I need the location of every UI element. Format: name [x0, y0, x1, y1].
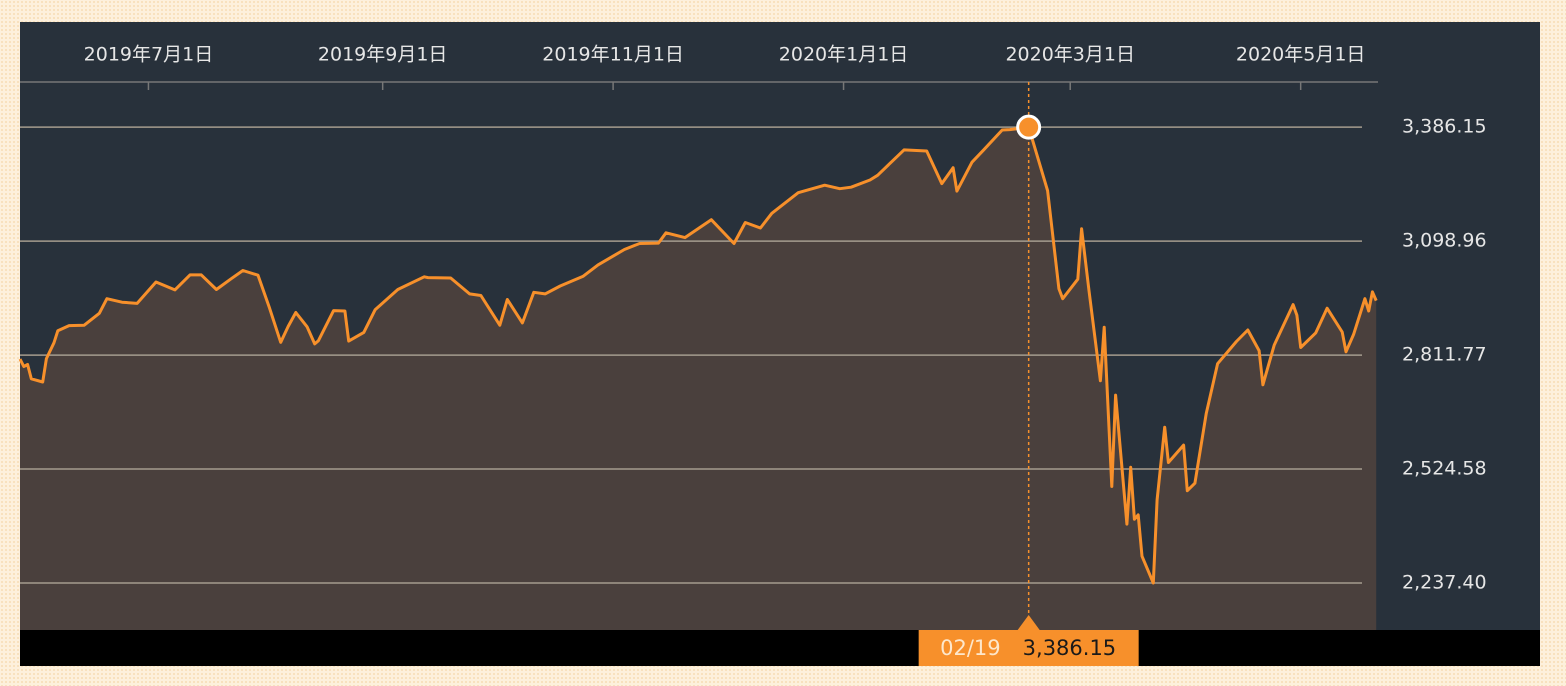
x-tick-label: 2019年9月1日 — [318, 44, 448, 66]
x-tick-label: 2020年3月1日 — [1005, 44, 1135, 66]
y-tick-label: 3,386.15 — [1402, 116, 1487, 138]
x-tick-label: 2019年7月1日 — [84, 44, 214, 66]
line — [18, 125, 1378, 585]
tooltip-pointer — [1017, 615, 1040, 630]
y-tick-label: 2,524.58 — [1402, 458, 1487, 480]
tooltip-date: 02/19 — [940, 636, 1001, 660]
highlight-marker — [1016, 114, 1042, 140]
y-tick-label: 2,237.40 — [1402, 572, 1487, 594]
y-tick-label: 2,811.77 — [1402, 344, 1487, 366]
x-tick-label: 2019年11月1日 — [542, 44, 684, 66]
tooltip-box — [918, 630, 1139, 666]
y-tick-label: 3,098.96 — [1402, 230, 1487, 252]
tooltip-value: 3,386.15 — [1023, 636, 1117, 660]
bottom-bar — [20, 630, 1540, 666]
x-tick-label: 2020年1月1日 — [779, 44, 909, 66]
area — [20, 127, 1377, 630]
x-tick-label: 2020年5月1日 — [1236, 44, 1366, 66]
